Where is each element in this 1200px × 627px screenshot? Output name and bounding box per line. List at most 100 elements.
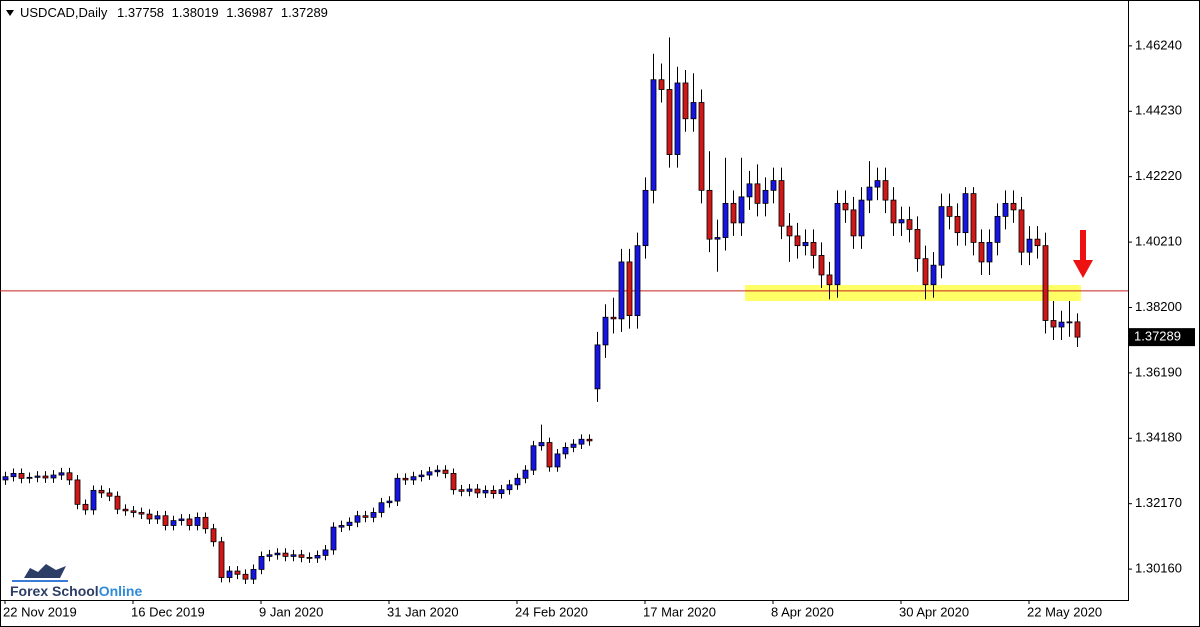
candle-body: [226, 570, 233, 578]
x-tick-label: 24 Feb 2020: [515, 604, 588, 619]
x-tick-label: 22 Nov 2019: [3, 604, 77, 619]
y-tick-label: 1.46240: [1135, 37, 1182, 52]
candle-body: [106, 492, 113, 497]
candle-body: [954, 215, 961, 234]
candle-body: [946, 206, 953, 217]
y-tick-label: 1.44230: [1135, 103, 1182, 118]
candle-body: [346, 521, 353, 526]
candle-body: [778, 180, 785, 227]
candle-body: [722, 202, 729, 238]
candle-body: [1018, 209, 1025, 253]
low-value: 1.36987: [226, 5, 273, 20]
candle-body: [386, 500, 393, 504]
candle-body: [586, 438, 593, 442]
candle-body: [818, 255, 825, 276]
candle-body: [738, 196, 745, 224]
logo-text: Forex SchoolOnline: [10, 583, 142, 599]
candle-body: [450, 473, 457, 491]
candle-body: [50, 474, 57, 479]
symbol: USDCAD,Daily: [20, 5, 108, 20]
x-tick-label: 8 Apr 2020: [771, 604, 834, 619]
y-tick-label: 1.32170: [1135, 495, 1182, 510]
candle-body: [578, 438, 585, 445]
candle-body: [474, 488, 481, 494]
candle-body: [138, 512, 145, 515]
symbol-header: USDCAD,Daily 1.37758 1.38019 1.36987 1.3…: [20, 5, 328, 20]
candle-body: [202, 516, 209, 530]
candle-body: [890, 199, 897, 224]
candle-body: [1058, 321, 1065, 328]
candle-body: [234, 570, 241, 575]
candle-body: [482, 489, 489, 494]
candle-body: [74, 479, 81, 505]
candle-body: [626, 261, 633, 317]
candle-body: [514, 477, 521, 486]
candle-body: [706, 189, 713, 240]
candle-body: [10, 473, 17, 478]
candle-body: [466, 488, 473, 492]
candle-body: [1074, 321, 1081, 338]
candle-body: [114, 495, 121, 510]
candle-body: [570, 443, 577, 448]
candle-body: [42, 475, 49, 479]
candle-body: [266, 554, 273, 557]
candle-body: [794, 235, 801, 247]
candle-body: [66, 472, 73, 481]
candle-body: [154, 515, 161, 520]
candle-body: [34, 475, 41, 478]
candle-body: [994, 215, 1001, 243]
candle-body: [594, 344, 601, 390]
candle-body: [754, 183, 761, 204]
high-value: 1.38019: [172, 5, 219, 20]
candle-body: [410, 476, 417, 481]
candle-body: [338, 525, 345, 528]
candle-body: [930, 264, 937, 286]
candle-body: [858, 199, 865, 237]
candle-body: [146, 513, 153, 520]
candle-body: [914, 228, 921, 260]
candle-body: [746, 183, 753, 198]
candle-body: [554, 453, 561, 468]
candle-body: [298, 554, 305, 558]
candle-body: [922, 258, 929, 286]
candle-body: [602, 316, 609, 346]
down-arrow: [1073, 230, 1093, 278]
candle-body: [210, 528, 217, 543]
candle-body: [698, 102, 705, 191]
arrow-shaft: [1080, 230, 1086, 262]
x-tick-label: 9 Jan 2020: [259, 604, 323, 619]
candle-body: [690, 102, 697, 120]
candle-body: [242, 573, 249, 580]
candle-body: [906, 219, 913, 230]
candle-body: [1066, 321, 1073, 324]
y-tick-label: 1.30160: [1135, 561, 1182, 576]
candle-body: [362, 515, 369, 518]
candle-body: [762, 189, 769, 204]
candle-body: [82, 503, 89, 511]
current-price-label: 1.37289: [1134, 329, 1181, 344]
logo-first: Forex School: [10, 583, 99, 599]
candle-body: [218, 541, 225, 578]
candle-body: [634, 245, 641, 317]
candle-body: [522, 469, 529, 479]
candle-body: [194, 516, 201, 526]
candle-body: [314, 555, 321, 559]
candle-body: [802, 242, 809, 247]
current-price-box: [1129, 328, 1195, 347]
candle-body: [666, 89, 673, 155]
y-tick-label: 1.34180: [1135, 430, 1182, 445]
candle-body: [282, 552, 289, 557]
candle-body: [1010, 202, 1017, 211]
candle-body: [90, 489, 97, 511]
candles: [2, 37, 1081, 585]
candle-body: [426, 471, 433, 476]
x-tick-label: 31 Jan 2020: [387, 604, 459, 619]
candle-body: [538, 442, 545, 447]
candle-body: [370, 512, 377, 518]
y-tick-label: 1.40210: [1135, 234, 1182, 249]
candle-body: [98, 489, 105, 494]
candle-body: [122, 508, 129, 512]
candle-body: [866, 186, 873, 201]
candle-body: [610, 316, 617, 320]
